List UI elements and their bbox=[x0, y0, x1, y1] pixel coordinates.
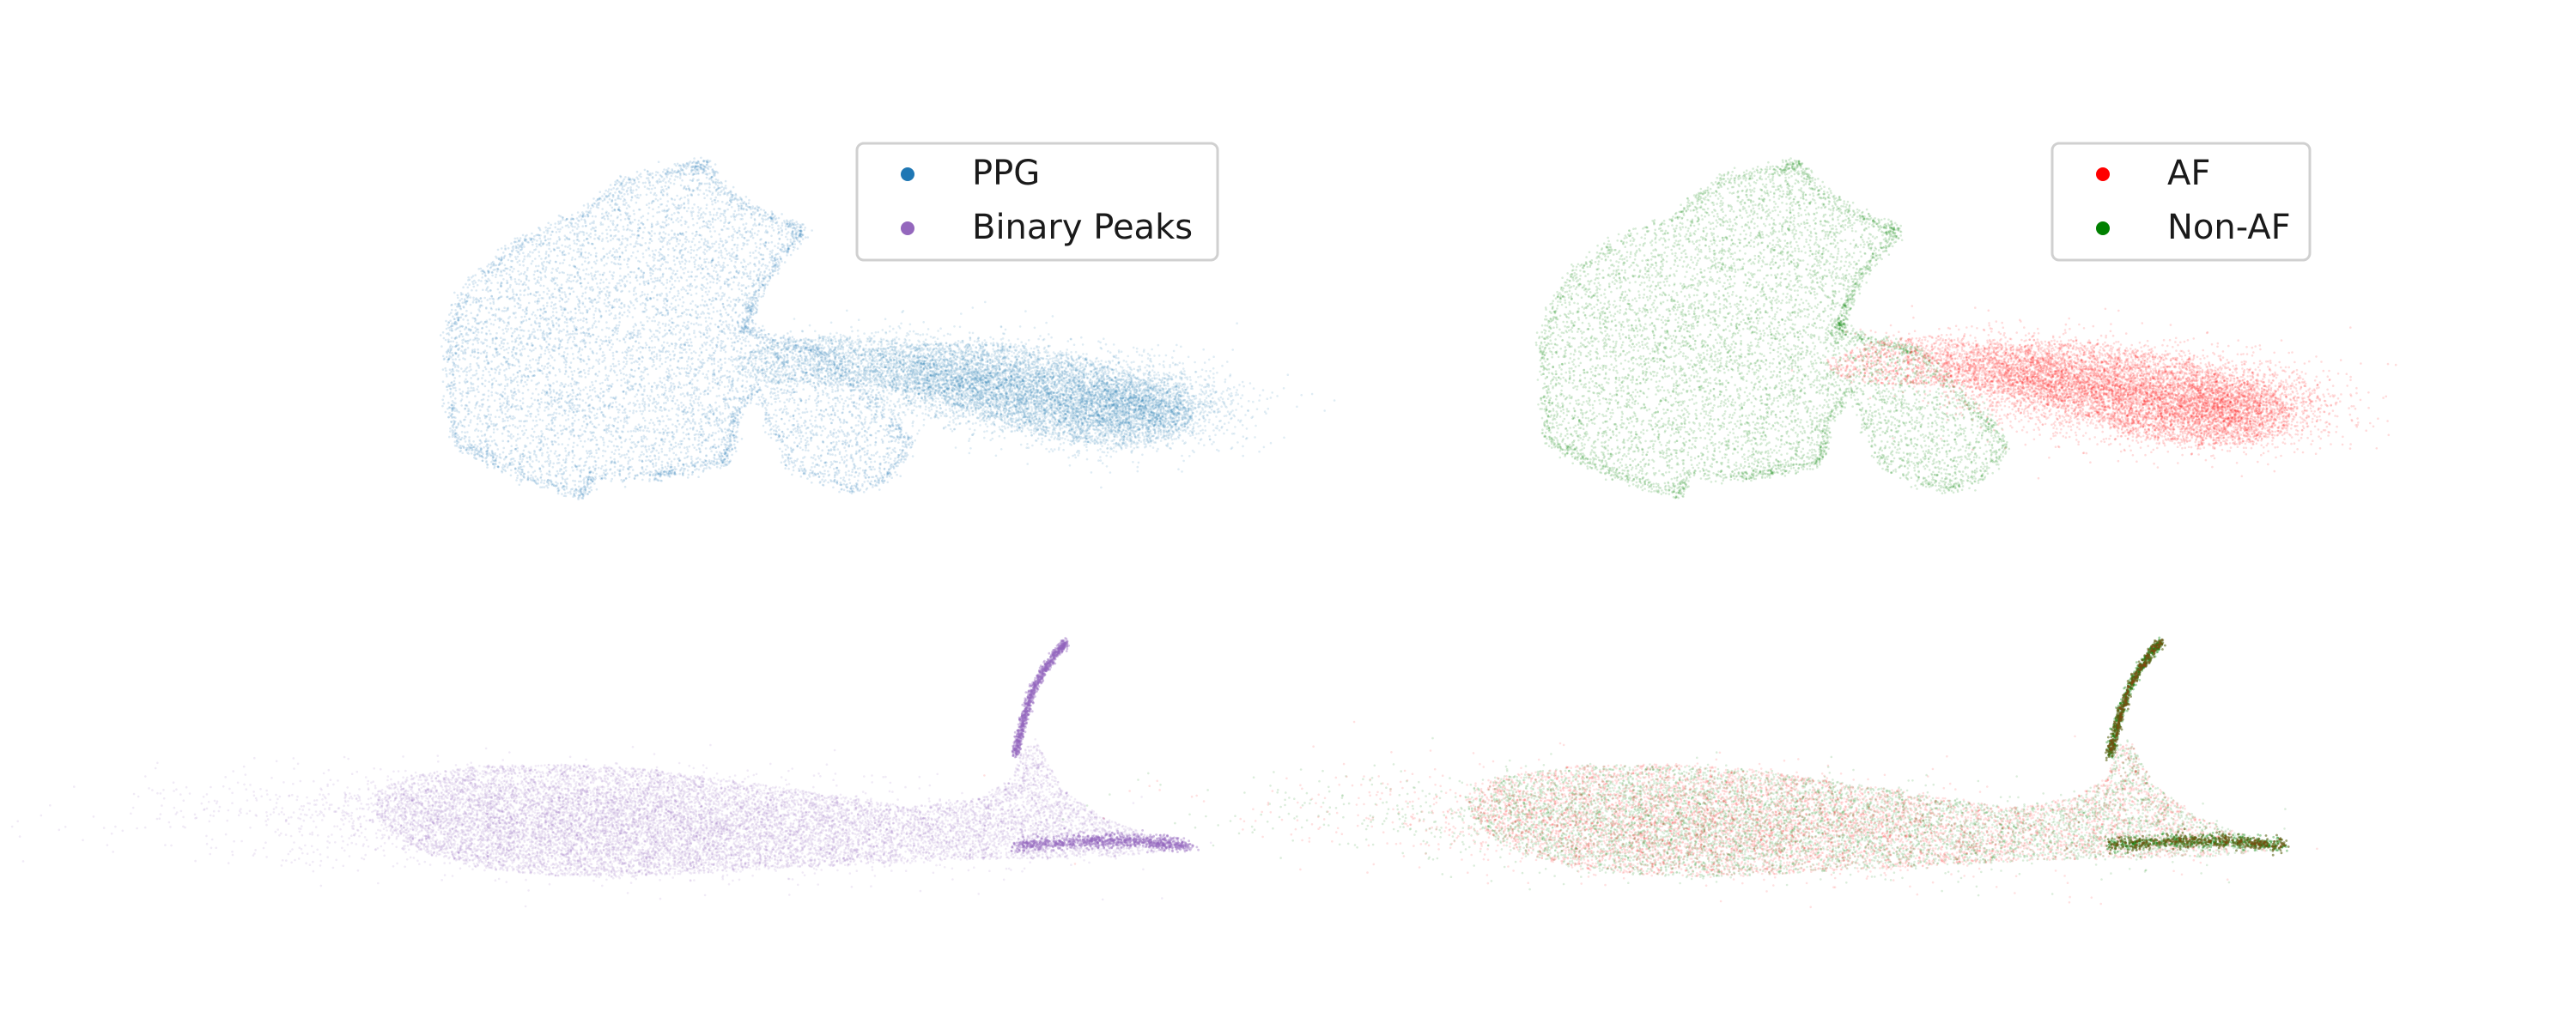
legend-marker-binary-peaks bbox=[901, 221, 914, 235]
legend-top-left: PPG Binary Peaks bbox=[857, 143, 1218, 260]
legend-label-binary-peaks: Binary Peaks bbox=[972, 208, 1193, 247]
legend-label-ppg: PPG bbox=[972, 154, 1040, 193]
legend-marker-ppg bbox=[901, 167, 914, 181]
legend-label-non-af: Non-AF bbox=[2167, 208, 2291, 247]
legend-marker-non-af bbox=[2096, 221, 2110, 235]
legend-label-af: AF bbox=[2167, 154, 2210, 193]
legend-top-right: AF Non-AF bbox=[2052, 143, 2310, 260]
legend-marker-af bbox=[2096, 167, 2110, 181]
